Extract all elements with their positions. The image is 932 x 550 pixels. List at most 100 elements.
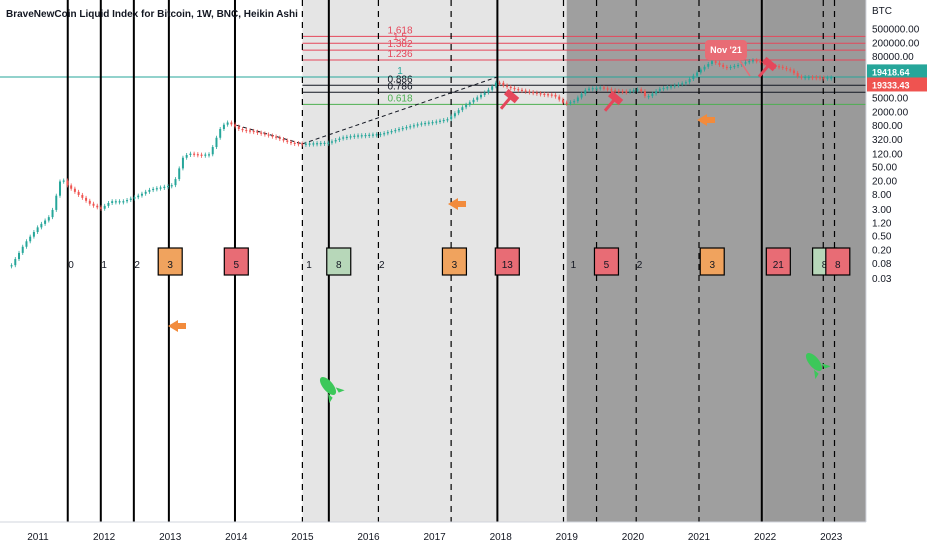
candle-body (375, 134, 378, 136)
candle-body (472, 99, 475, 103)
candle-body (345, 136, 348, 139)
candle-body (442, 119, 445, 122)
annotation-callout: Nov '21 (705, 40, 751, 77)
count-box (157, 247, 183, 276)
candle-body (271, 135, 274, 137)
candle-body (58, 181, 61, 196)
candle-body (275, 136, 278, 138)
candle-body (550, 94, 553, 96)
candle-body (800, 76, 803, 78)
y-tick-label: 0.20 (872, 245, 892, 256)
y-tick-label: 80000.00 (872, 52, 914, 63)
price-label: 19333.43 (872, 80, 910, 90)
candle-body (144, 191, 147, 194)
x-tick-label: 2018 (490, 532, 513, 543)
candle-body (666, 87, 669, 89)
price-label-bg (867, 64, 927, 79)
candle-body (479, 94, 482, 98)
candle-body (744, 62, 747, 64)
candle-body (278, 137, 281, 140)
candle-body (748, 60, 751, 63)
candle-body (658, 88, 661, 92)
candle-body (297, 143, 300, 145)
candle-body (677, 84, 680, 86)
candle-body (181, 157, 184, 169)
candle-body (323, 142, 326, 145)
hammer-handle (603, 99, 616, 112)
candle-body (215, 137, 218, 148)
candle-body (252, 130, 255, 133)
count-box (494, 247, 520, 276)
candle-body (662, 87, 665, 90)
currency-label: BTC (872, 6, 892, 17)
candle-body (506, 85, 509, 87)
candle-body (219, 129, 222, 138)
candle-body (558, 96, 561, 100)
count-label: 2 (637, 260, 643, 271)
count-label: 5 (234, 260, 240, 271)
candle-body (576, 97, 579, 102)
y-tick-label: 120.00 (872, 150, 903, 161)
candle-body (412, 125, 415, 127)
candle-body (330, 141, 333, 143)
candle-body (483, 92, 486, 95)
count-label: 8 (835, 260, 841, 271)
candle-body (554, 94, 557, 97)
candle-body (200, 154, 203, 156)
candle-body (498, 82, 501, 84)
candle-body (751, 60, 754, 62)
candle-body (446, 119, 449, 121)
count-label: 1 (101, 260, 107, 271)
candle-body (360, 135, 363, 137)
candle-body (267, 134, 270, 136)
x-tick-label: 2014 (225, 532, 248, 543)
candle-body (234, 124, 237, 127)
candle-body (126, 200, 129, 202)
candle-body (62, 180, 65, 182)
candle-body (606, 88, 609, 90)
x-tick-label: 2022 (754, 532, 777, 543)
candle-body (51, 209, 54, 218)
fib-label: 1 (397, 66, 403, 77)
hammer-handle (499, 97, 512, 110)
candle-body (353, 135, 356, 137)
count-label: 21 (773, 260, 785, 271)
candle-body (237, 126, 240, 129)
candle-body (55, 195, 58, 210)
y-tick-label: 500000.00 (872, 25, 920, 36)
candle-body (129, 198, 132, 201)
candle-body (189, 153, 192, 156)
candle-body (70, 185, 73, 189)
candle-body (32, 232, 35, 237)
annotation-pointer (737, 57, 751, 77)
hammer-head (761, 56, 778, 72)
candle-body (655, 91, 658, 94)
candle-body (14, 259, 17, 266)
hammer-handle (757, 65, 770, 78)
count-box (593, 247, 620, 276)
orange-arrow (168, 320, 186, 332)
candle-body (401, 128, 404, 130)
rocket-body (319, 376, 337, 396)
candle-body (513, 87, 516, 90)
candle-body (312, 143, 315, 145)
candle-body (725, 66, 728, 69)
candle-body (602, 87, 605, 89)
candle-body (349, 136, 352, 138)
count-label: 3 (452, 260, 458, 271)
count-label: 3 (709, 260, 715, 271)
candle-body (424, 122, 427, 125)
candle-body (29, 236, 32, 242)
candle-body (714, 61, 717, 63)
fib-label: 0.786 (387, 81, 412, 92)
candle-body (457, 110, 460, 114)
count-box (223, 247, 249, 276)
x-tick-label: 2011 (27, 532, 49, 543)
trend-line (236, 124, 303, 145)
x-tick-label: 2012 (93, 532, 116, 543)
chart-title: BraveNewCoin Liquid Index for Bitcoin, 1… (6, 9, 298, 20)
candle-body (565, 102, 568, 104)
price-axis-bg (866, 0, 932, 550)
